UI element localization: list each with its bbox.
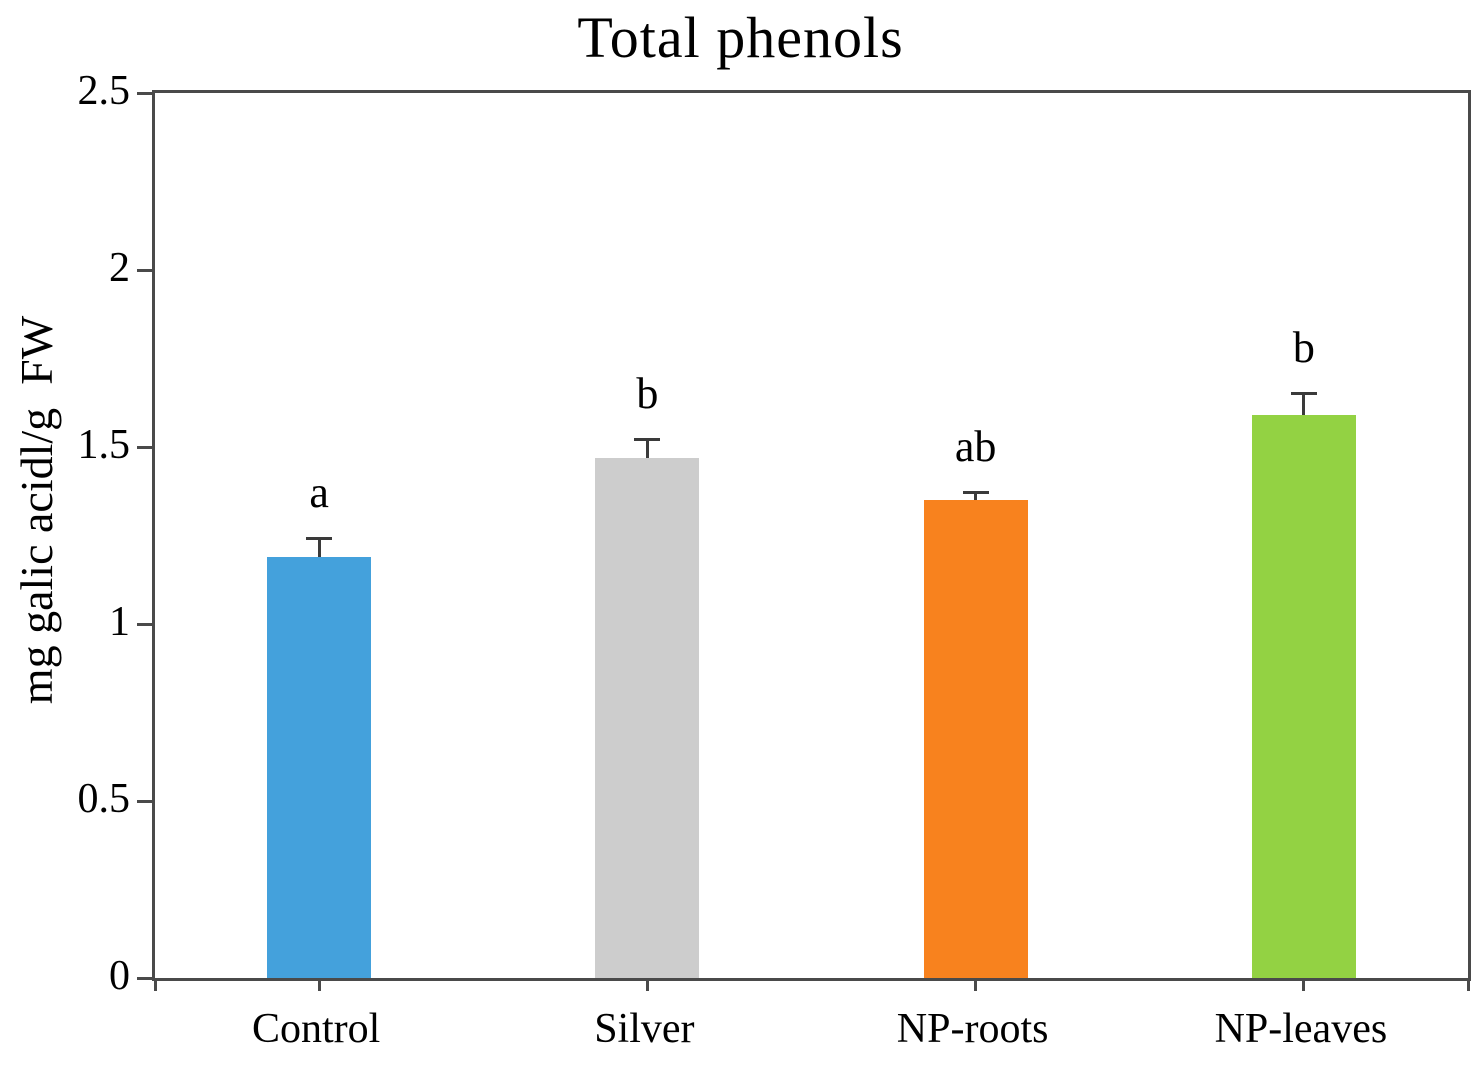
- error-bar-whisker: [317, 539, 321, 557]
- y-tick-mark: [137, 799, 152, 803]
- error-bar-whisker: [974, 493, 978, 501]
- bar-control: [267, 556, 372, 978]
- error-bar-cap: [634, 437, 661, 441]
- y-tick-mark: [137, 622, 152, 626]
- error-bar-cap: [962, 491, 989, 495]
- y-tick-label: 2: [109, 245, 130, 291]
- y-tick-label: 0: [109, 953, 130, 999]
- y-tick-mark: [137, 976, 152, 980]
- error-bar-whisker: [645, 439, 649, 458]
- y-tick-label: 0.5: [77, 776, 131, 822]
- significance-letter: a: [309, 468, 329, 518]
- y-tick-mark: [137, 268, 152, 272]
- significance-letter: b: [636, 368, 659, 418]
- x-tick-mark: [1302, 978, 1306, 991]
- significance-letter: b: [1292, 322, 1315, 372]
- y-tick-mark: [137, 445, 152, 449]
- y-tick-mark: [137, 91, 152, 95]
- y-tick-label: 1: [109, 599, 130, 645]
- error-bar-whisker: [1302, 393, 1306, 416]
- plot-area: a b ab b: [137, 90, 1471, 991]
- bar-np-leaves: [1251, 415, 1356, 978]
- error-bar-cap: [1290, 391, 1317, 395]
- error-bar-cap: [306, 537, 333, 541]
- significance-letter: ab: [954, 422, 997, 472]
- x-axis-end-tick: [153, 978, 157, 991]
- x-tick-mark: [317, 978, 321, 991]
- x-tick-mark: [645, 978, 649, 991]
- y-tick-label: 2.5: [77, 68, 131, 114]
- bar-silver: [595, 457, 700, 978]
- x-axis-end-tick: [1466, 978, 1470, 991]
- x-category-label: Control: [251, 1006, 381, 1052]
- y-tick-label: 1.5: [77, 422, 131, 468]
- bar-np-roots: [923, 500, 1028, 978]
- x-category-label: NP-roots: [896, 1006, 1049, 1052]
- x-category-label: NP-leaves: [1214, 1006, 1388, 1052]
- y-axis-label: mg galic acidl/g FW: [11, 315, 62, 705]
- x-tick-mark: [974, 978, 978, 991]
- x-category-label: Silver: [594, 1006, 695, 1052]
- chart-title: Total phenols: [577, 5, 904, 70]
